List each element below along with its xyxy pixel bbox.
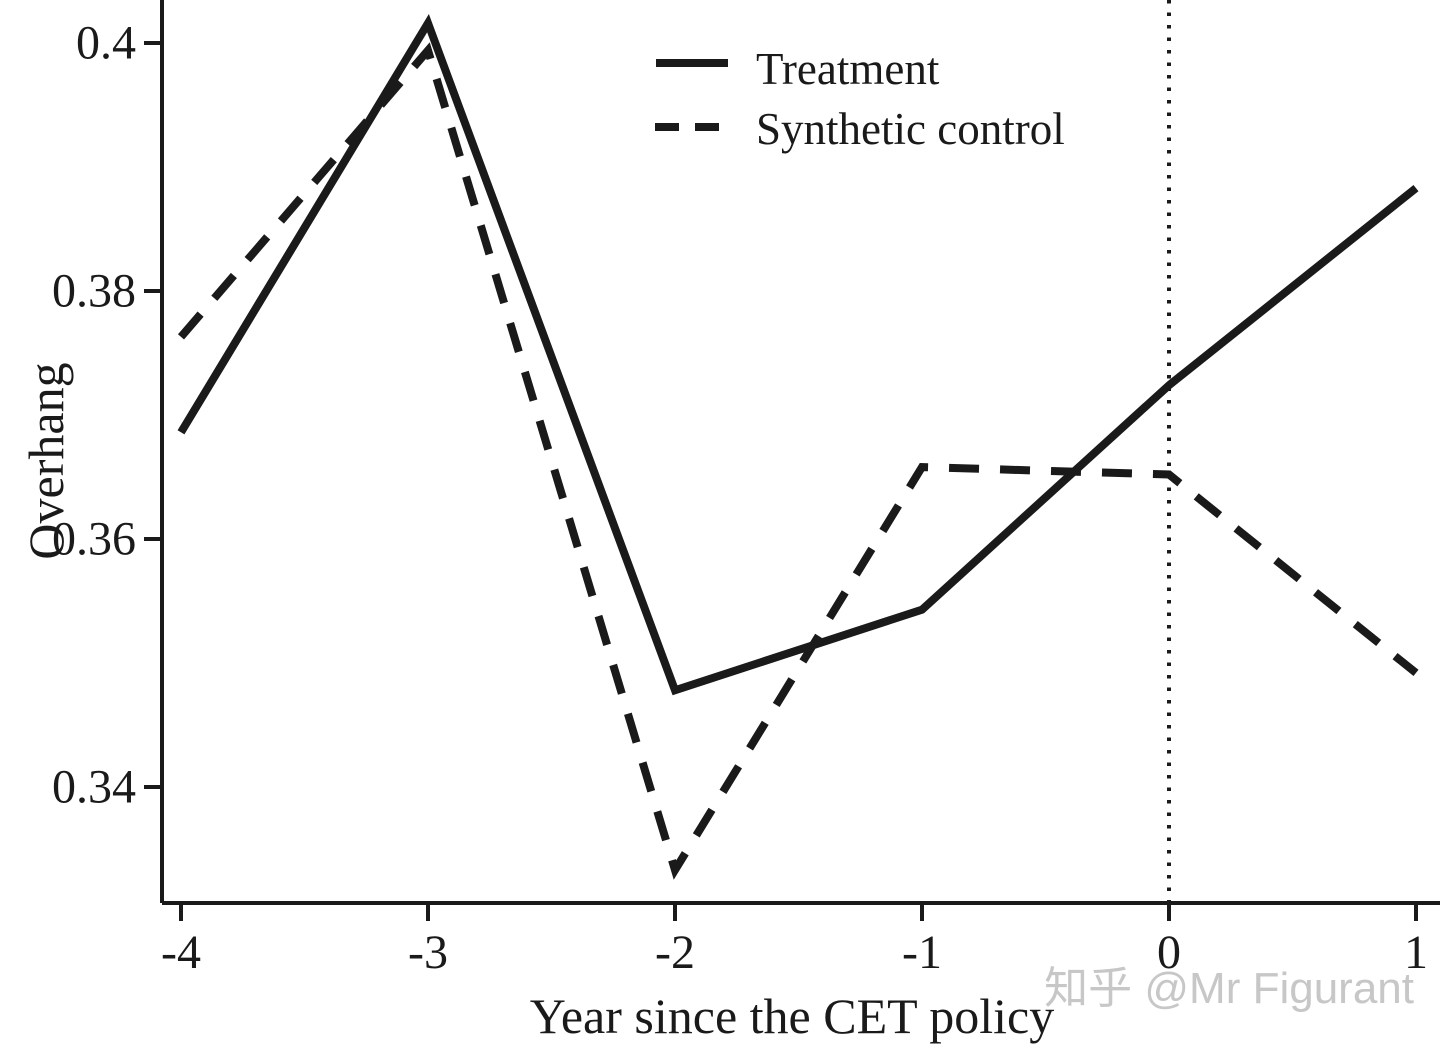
y-tick-label: 0.38 [52,265,136,318]
x-tick-label: 1 [1404,926,1428,979]
treatment-legend-label: Treatment [756,44,940,94]
watermark: 知乎 @Mr Figurant [1044,964,1414,1013]
axes: 0.34 0.36 0.38 0.4 -4 -3 -2 -1 0 1 [52,0,1440,979]
y-tick-label: 0.36 [52,513,136,566]
synthetic-control-legend-label: Synthetic control [756,104,1065,154]
legend: Treatment Synthetic control [655,44,1065,154]
x-tick-label: 0 [1157,926,1181,979]
x-tick-label: -1 [902,926,942,979]
y-tick-label: 0.4 [76,17,136,70]
x-axis-title: Year since the CET policy [530,988,1054,1044]
y-tick-label: 0.34 [52,761,136,814]
treatment-line [177,13,1419,696]
x-tick-label: -3 [408,926,448,979]
series-group [177,13,1419,880]
y-axis-title: Overhang [18,362,74,559]
synthetic-control-line [177,42,1419,880]
x-tick-label: -2 [655,926,695,979]
x-tick-label: -4 [161,926,201,979]
